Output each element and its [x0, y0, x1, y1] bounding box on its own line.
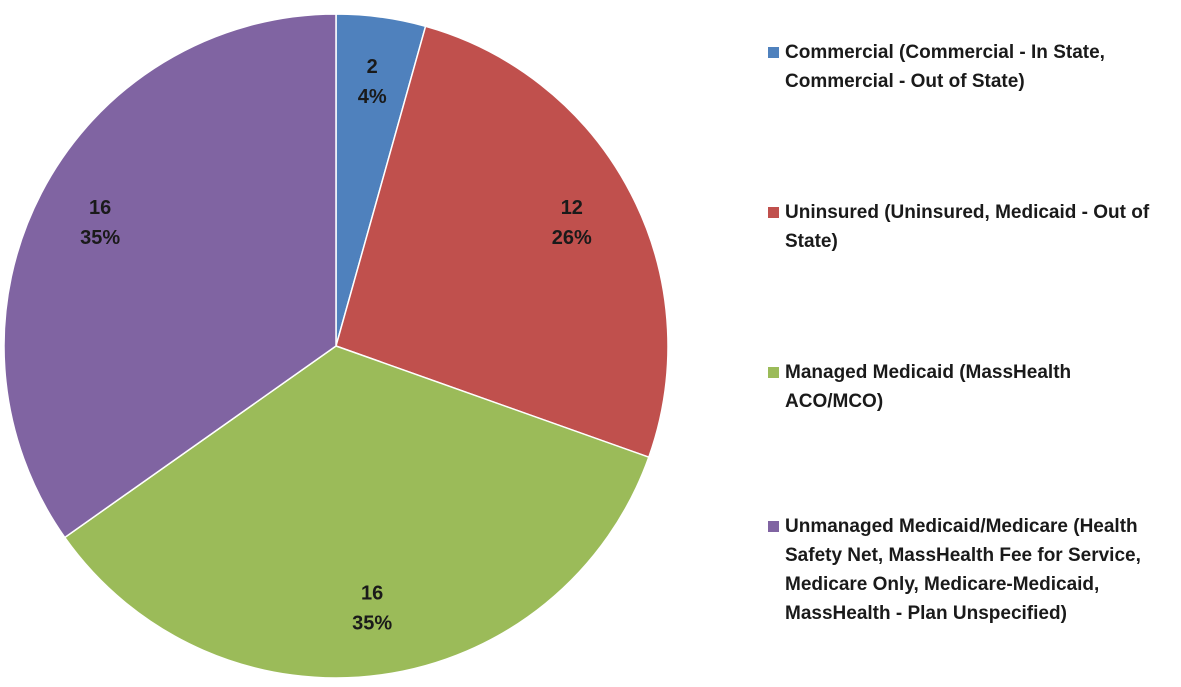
pie-slice [3, 13, 337, 539]
pie-slice [335, 25, 669, 459]
pie-slice [63, 345, 650, 679]
percent-label: 35% [80, 227, 120, 249]
legend-entry: Commercial (Commercial - In State, Comme… [768, 38, 1168, 96]
legend-swatch [768, 47, 779, 58]
percent-label: 26% [552, 227, 592, 249]
legend-entry: Unmanaged Medicaid/Medicare (Health Safe… [768, 512, 1168, 628]
legend-label: Uninsured (Uninsured, Medicaid - Out of … [785, 202, 1150, 252]
legend-swatch [768, 207, 779, 218]
value-label: 12 [561, 197, 583, 219]
percent-label: 35% [352, 612, 392, 634]
legend-swatch [768, 367, 779, 378]
value-label: 2 [367, 56, 378, 78]
legend-label: Managed Medicaid (MassHealth ACO/MCO) [785, 362, 1072, 412]
percent-label: 4% [358, 86, 387, 108]
value-label: 16 [361, 582, 383, 604]
legend-swatch [768, 521, 779, 532]
legend-entry: Uninsured (Uninsured, Medicaid - Out of … [768, 198, 1168, 256]
legend-label: Unmanaged Medicaid/Medicare (Health Safe… [785, 516, 1141, 624]
value-label: 16 [89, 197, 111, 219]
legend-entry: Managed Medicaid (MassHealth ACO/MCO) [768, 358, 1168, 416]
legend-label: Commercial (Commercial - In State, Comme… [785, 42, 1105, 92]
